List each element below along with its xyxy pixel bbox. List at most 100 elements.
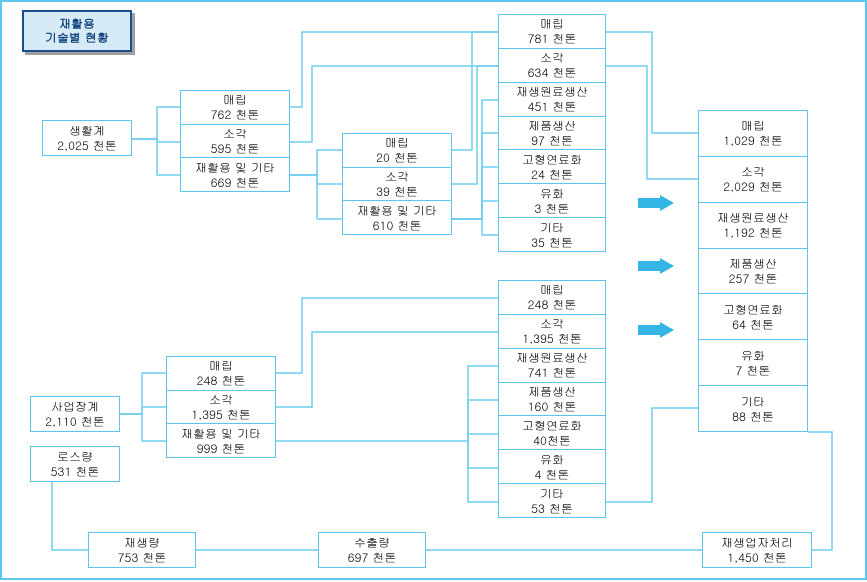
cell-label: 재활용 및 기타 <box>357 203 437 218</box>
cell-value: 40천톤 <box>533 433 571 448</box>
node-business: 사업장계 2,110 천톤 <box>30 396 120 432</box>
cell: 재활용 및 기타 999 천톤 <box>167 424 275 457</box>
cell: 제품생산 97 천톤 <box>499 117 605 151</box>
cell-value: 781 천톤 <box>528 31 577 46</box>
cell-value: 669 천톤 <box>211 175 260 190</box>
col-stage3: 매립 20 천톤 소각 39 천톤 재활용 및 기타 610 천톤 <box>342 133 452 235</box>
node-export: 수출량 697 천톤 <box>318 532 426 568</box>
cell: 매립 1,029 천톤 <box>699 111 807 157</box>
cell-label: 기타 <box>741 394 765 409</box>
cell-value: 4 천톤 <box>535 467 570 482</box>
cell-value: 634 천톤 <box>528 65 577 80</box>
cell-value: 1,395 천톤 <box>522 331 582 346</box>
cell-value: 1,192 천톤 <box>723 225 783 240</box>
cell-label: 고형연료화 <box>522 418 582 433</box>
cell-label: 제품생산 <box>729 256 777 271</box>
cell: 고형연료화 64 천톤 <box>699 294 807 340</box>
cell-label: 매립 <box>385 135 409 150</box>
cell: 매립 20 천톤 <box>343 134 451 168</box>
title-line2: 기술별 현황 <box>45 31 109 45</box>
cell-value: 451 천톤 <box>528 99 577 114</box>
cell: 매립 762 천톤 <box>181 91 289 125</box>
cell-value: 1,395 천톤 <box>191 407 251 422</box>
node-loss: 로스량 531 천톤 <box>30 446 120 482</box>
cell: 재활용 및 기타 669 천톤 <box>181 158 289 191</box>
cell-value: 610 천톤 <box>373 218 422 233</box>
cell-label: 매립 <box>209 358 233 373</box>
diagram-canvas: 재활용 기술별 현황 생활계 2,025 천톤 사업장계 2,110 천톤 로스… <box>0 0 867 580</box>
cell-label: 소각 <box>209 392 233 407</box>
cell: 재생원료생산 451 천톤 <box>499 83 605 117</box>
cell-label: 재생원료생산 <box>516 350 588 365</box>
cell-label: 매립 <box>540 16 564 31</box>
cell-label: 재생원료생산 <box>717 210 789 225</box>
col-stage2-top: 매립 762 천톤 소각 595 천톤 재활용 및 기타 669 천톤 <box>180 90 290 192</box>
cell-value: 97 천톤 <box>531 133 573 148</box>
cell: 재활용 및 기타 610 천톤 <box>343 201 451 234</box>
cell: 소각 1,395 천톤 <box>499 315 605 349</box>
node-value: 753 천톤 <box>118 550 167 565</box>
cell-value: 999 천톤 <box>197 441 246 456</box>
cell: 유화 3 천톤 <box>499 184 605 218</box>
node-handlers: 재생업자처리 1,450 천톤 <box>702 532 812 568</box>
cell-label: 매립 <box>741 118 765 133</box>
cell: 매립 248 천톤 <box>167 357 275 391</box>
node-value: 2,110 천톤 <box>45 414 105 429</box>
col-stage4-bot: 매립 248 천톤 소각 1,395 천톤 재생원료생산 741 천톤 제품생산… <box>498 280 606 518</box>
node-label: 수출량 <box>354 535 390 550</box>
col-stage4-top: 매립 781 천톤 소각 634 천톤 재생원료생산 451 천톤 제품생산 9… <box>498 14 606 252</box>
node-regen: 재생량 753 천톤 <box>88 532 196 568</box>
cell-value: 53 천톤 <box>531 501 573 516</box>
diagram-title: 재활용 기술별 현황 <box>22 10 132 52</box>
node-household: 생활계 2,025 천톤 <box>42 120 132 156</box>
cell-label: 기타 <box>540 220 564 235</box>
cell-value: 2,029 천톤 <box>723 179 783 194</box>
node-label: 재생업자처리 <box>721 535 793 550</box>
cell-label: 고형연료화 <box>522 152 582 167</box>
cell: 제품생산 257 천톤 <box>699 249 807 295</box>
cell: 소각 595 천톤 <box>181 125 289 159</box>
cell: 소각 634 천톤 <box>499 49 605 83</box>
node-value: 697 천톤 <box>348 550 397 565</box>
cell-value: 762 천톤 <box>211 107 260 122</box>
cell: 기타 35 천톤 <box>499 218 605 251</box>
cell-value: 20 천톤 <box>376 150 418 165</box>
cell: 소각 39 천톤 <box>343 168 451 202</box>
cell-label: 고형연료화 <box>723 302 783 317</box>
cell-value: 64 천톤 <box>732 317 774 332</box>
cell-label: 재생원료생산 <box>516 84 588 99</box>
cell-value: 248 천톤 <box>528 297 577 312</box>
arrow-icon <box>638 258 674 274</box>
cell: 재생원료생산 1,192 천톤 <box>699 203 807 249</box>
cell: 재생원료생산 741 천톤 <box>499 349 605 383</box>
cell-value: 88 천톤 <box>732 409 774 424</box>
node-value: 1,450 천톤 <box>727 550 787 565</box>
col-stage2-bot: 매립 248 천톤 소각 1,395 천톤 재활용 및 기타 999 천톤 <box>166 356 276 458</box>
cell: 소각 1,395 천톤 <box>167 391 275 425</box>
cell-label: 소각 <box>540 316 564 331</box>
col-stage5: 매립 1,029 천톤 소각 2,029 천톤 재생원료생산 1,192 천톤 … <box>698 110 808 432</box>
cell-value: 24 천톤 <box>531 167 573 182</box>
cell-value: 160 천톤 <box>528 399 577 414</box>
node-label: 재생량 <box>124 535 160 550</box>
cell-label: 재활용 및 기타 <box>181 426 261 441</box>
cell-label: 유화 <box>540 186 564 201</box>
cell-label: 소각 <box>540 50 564 65</box>
cell-value: 35 천톤 <box>531 235 573 250</box>
cell-value: 3 천톤 <box>535 201 570 216</box>
node-label: 생활계 <box>69 123 105 138</box>
cell: 유화 4 천톤 <box>499 450 605 484</box>
cell-value: 257 천톤 <box>729 271 778 286</box>
cell-label: 제품생산 <box>528 118 576 133</box>
cell-label: 유화 <box>741 348 765 363</box>
cell-label: 소각 <box>741 164 765 179</box>
node-label: 사업장계 <box>51 399 99 414</box>
cell-label: 소각 <box>223 126 247 141</box>
cell: 기타 88 천톤 <box>699 386 807 431</box>
arrow-icon <box>638 322 674 338</box>
cell: 고형연료화 40천톤 <box>499 416 605 450</box>
cell-value: 39 천톤 <box>376 184 418 199</box>
arrow-icon <box>638 195 674 211</box>
cell-label: 제품생산 <box>528 384 576 399</box>
cell: 제품생산 160 천톤 <box>499 383 605 417</box>
